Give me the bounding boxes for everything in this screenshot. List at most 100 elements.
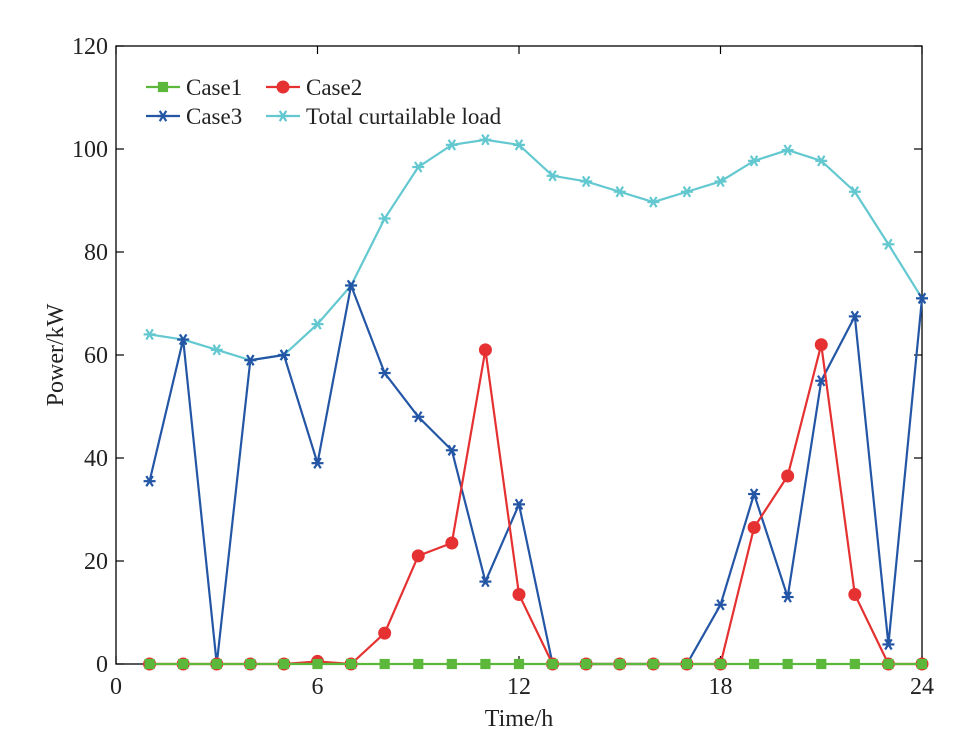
data-point	[748, 488, 761, 500]
legend-marker-stroke	[278, 110, 288, 122]
series-layer	[143, 134, 929, 671]
data-point	[747, 521, 761, 535]
legend-marker	[157, 81, 169, 93]
data-point	[581, 658, 592, 670]
x-tick-label: 24	[910, 674, 934, 700]
data-point-stroke	[246, 354, 255, 366]
data-point-stroke	[212, 344, 221, 356]
data-point	[814, 338, 828, 352]
y-tick-label: 60	[84, 343, 108, 369]
data-point	[848, 310, 861, 323]
data-point	[413, 658, 424, 670]
data-point	[244, 354, 257, 366]
data-point	[681, 658, 693, 670]
data-point-stroke	[884, 238, 893, 250]
legend-item: Case2	[266, 75, 362, 100]
legend-marker	[277, 110, 289, 122]
data-point	[781, 469, 795, 483]
x-tick-label: 12	[507, 674, 531, 700]
data-point	[647, 196, 660, 208]
data-point	[648, 658, 659, 670]
data-point	[849, 658, 860, 670]
data-point-stroke	[649, 196, 658, 208]
data-point	[277, 349, 290, 361]
data-point-stroke	[279, 349, 289, 361]
data-point-stroke	[581, 175, 591, 188]
data-point	[144, 658, 155, 670]
data-point	[547, 658, 558, 670]
data-point	[748, 658, 760, 670]
y-tick-label: 120	[72, 34, 108, 60]
data-point-stroke	[884, 638, 893, 651]
legend-item: Case1	[146, 75, 242, 100]
data-point-stroke	[313, 457, 322, 469]
legend: Case1 Case2 Case3 Total curtailable load	[146, 75, 502, 129]
data-point	[345, 658, 357, 670]
data-point	[245, 658, 256, 670]
data-point	[178, 658, 189, 670]
data-point	[278, 658, 290, 670]
data-point	[815, 155, 828, 167]
y-tick-label: 0	[96, 652, 108, 678]
data-point	[680, 186, 693, 198]
data-point-stroke	[514, 498, 524, 511]
data-point	[848, 186, 861, 198]
series-2	[143, 279, 928, 670]
data-point	[479, 575, 492, 588]
data-point-stroke	[783, 591, 792, 603]
data-point	[312, 658, 323, 670]
data-point-stroke	[749, 488, 759, 500]
legend-label: Case1	[186, 75, 242, 100]
data-point	[445, 444, 458, 456]
data-point-stroke	[749, 155, 759, 167]
data-point	[916, 658, 928, 670]
data-point	[412, 411, 425, 423]
data-point-stroke	[917, 292, 927, 305]
data-point	[513, 498, 525, 511]
data-point	[311, 457, 324, 469]
data-point	[479, 134, 492, 146]
legend-label: Total curtailable load	[306, 104, 502, 129]
data-point	[345, 279, 358, 292]
axis-ticks: 0 6 12 18 24 0 20 40 60 80 100 120	[72, 34, 934, 700]
data-point-stroke	[850, 186, 860, 198]
data-point-stroke	[178, 333, 188, 346]
data-point-stroke	[716, 599, 725, 611]
data-point-stroke	[145, 475, 154, 487]
data-point	[613, 186, 626, 198]
data-point-stroke	[850, 310, 860, 323]
data-point	[748, 155, 761, 167]
data-point	[816, 658, 827, 670]
data-point-stroke	[514, 139, 524, 151]
legend-marker	[276, 80, 290, 94]
data-point	[378, 367, 391, 379]
data-point	[614, 658, 625, 670]
data-point	[445, 139, 458, 151]
data-point-stroke	[414, 161, 423, 173]
data-point-stroke	[817, 155, 826, 167]
series-1	[143, 338, 929, 671]
legend-item: Total curtailable load	[266, 104, 502, 129]
data-point-stroke	[817, 375, 826, 387]
data-point	[781, 591, 794, 603]
data-point	[143, 328, 156, 341]
series-line	[148, 281, 924, 666]
legend-marker-stroke	[158, 110, 168, 122]
series-3	[143, 134, 928, 366]
y-tick-label: 100	[72, 137, 108, 163]
data-point	[715, 658, 726, 670]
data-point-stroke	[145, 328, 154, 341]
data-point-stroke	[716, 175, 725, 188]
data-point	[211, 658, 222, 670]
data-point-stroke	[682, 186, 692, 198]
data-point	[480, 658, 491, 670]
data-point-stroke	[346, 279, 356, 292]
data-point	[412, 161, 425, 173]
data-point	[513, 139, 525, 151]
data-point	[781, 144, 794, 156]
data-point	[714, 599, 727, 611]
data-point	[714, 175, 727, 188]
data-point-stroke	[481, 134, 490, 146]
data-point	[411, 549, 425, 563]
